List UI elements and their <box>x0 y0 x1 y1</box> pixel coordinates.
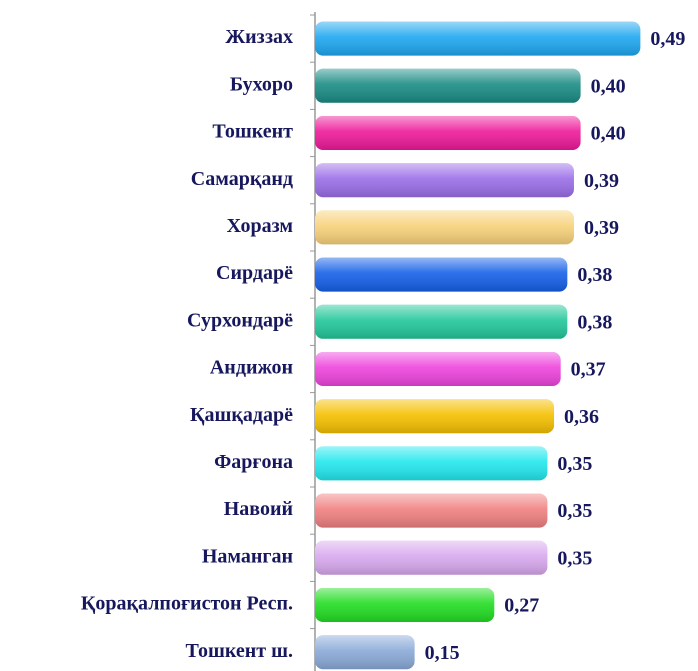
value-label: 0,39 <box>584 170 619 192</box>
value-label: 0,39 <box>584 217 619 239</box>
category-label: Тошкент <box>212 121 293 143</box>
bar-shine <box>315 304 568 339</box>
value-label: 0,38 <box>577 264 612 286</box>
category-label: Бухоро <box>230 73 293 95</box>
category-label: Навоий <box>224 498 293 520</box>
bar-shine <box>315 210 574 245</box>
value-label: 0,40 <box>591 75 626 97</box>
bar-shine <box>315 163 574 198</box>
value-label: 0,27 <box>504 595 539 617</box>
bar-shine <box>315 493 548 528</box>
bar-shine <box>315 540 548 575</box>
value-label: 0,37 <box>571 359 606 381</box>
category-label: Қашқадарё <box>190 404 293 426</box>
value-label: 0,15 <box>425 642 460 664</box>
category-label: Хоразм <box>227 215 293 237</box>
category-label: Сирдарё <box>216 262 293 284</box>
category-label: Жиззах <box>225 26 293 48</box>
category-label: Сурхондарё <box>187 309 293 331</box>
category-label: Андижон <box>210 357 293 379</box>
bar-shine <box>315 588 495 622</box>
bar-shine <box>315 635 415 670</box>
category-label: Фарғона <box>214 451 293 473</box>
value-label: 0,38 <box>577 311 612 333</box>
bar-shine <box>315 116 581 150</box>
value-label: 0,35 <box>557 453 592 475</box>
bar-shine <box>315 446 548 481</box>
bar-shine <box>315 352 561 386</box>
category-label: Самарқанд <box>191 168 293 190</box>
bar-shine <box>315 257 568 292</box>
bar-shine <box>315 399 555 434</box>
category-label: Наманган <box>202 545 293 567</box>
value-label: 0,40 <box>591 123 626 145</box>
bar-shine <box>315 21 641 56</box>
bar-shine <box>315 68 581 103</box>
category-label: Тошкент ш. <box>186 640 293 662</box>
value-label: 0,35 <box>557 500 592 522</box>
value-label: 0,35 <box>557 547 592 569</box>
value-label: 0,49 <box>650 28 685 50</box>
category-label: Қорақалпоғистон Респ. <box>81 593 293 615</box>
value-label: 0,36 <box>564 406 599 428</box>
